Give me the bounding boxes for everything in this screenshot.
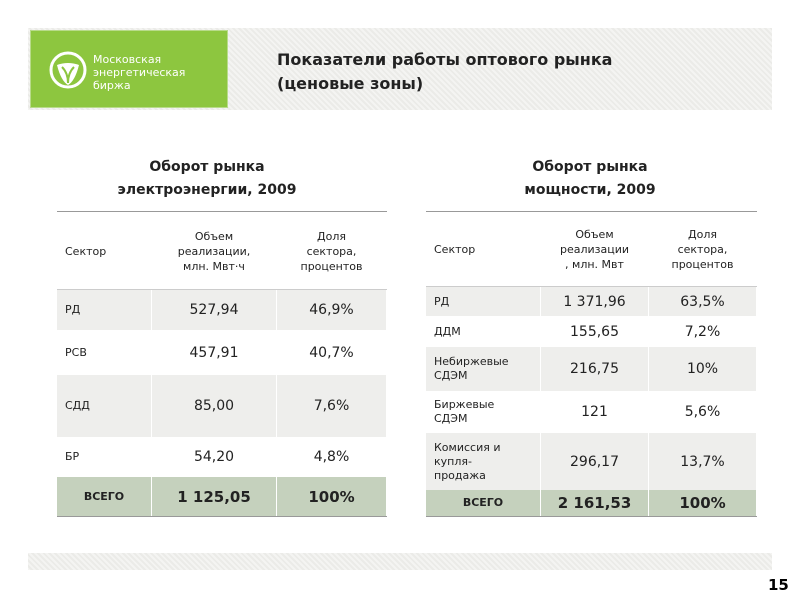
table-cell: Комиссия и купля- продажа <box>426 433 541 490</box>
table-cell: 7,2% <box>649 316 757 347</box>
table-total-cell: 100% <box>649 490 757 516</box>
table-border <box>426 211 757 212</box>
table-cell: 7,6% <box>277 375 387 437</box>
table-cell: БР <box>57 437 152 477</box>
table-title: Оборот рынка электроэнергии, 2009 <box>117 159 297 198</box>
table-header-cell: Сектор <box>426 212 541 287</box>
table-cell: 4,8% <box>277 437 387 477</box>
table-cell: 296,17 <box>541 433 649 490</box>
table-title: Оборот рынка мощности, 2009 <box>524 159 656 198</box>
table-bottom <box>57 516 387 517</box>
table-cell: РД <box>426 287 541 316</box>
table-header-cell: Сектор <box>57 212 152 290</box>
table-bottom <box>426 516 757 517</box>
table-total-cell: ВСЕГО <box>57 477 152 516</box>
page-number: 15 <box>768 576 789 594</box>
table-cell: 85,00 <box>152 375 277 437</box>
footer-band <box>28 553 772 570</box>
logo-icon <box>49 51 87 89</box>
table-cell: 5,6% <box>649 391 757 433</box>
logo-text: Московская энергетическая биржа <box>93 53 186 92</box>
table-cell: 10% <box>649 347 757 391</box>
table-cell: 121 <box>541 391 649 433</box>
table-header-cell: Объем реализации , млн. Мвт <box>541 212 649 287</box>
table-cell: 457,91 <box>152 330 277 375</box>
table-header-cell: Доля сектора, процентов <box>277 212 387 290</box>
table-cell: 13,7% <box>649 433 757 490</box>
table-cell: РСВ <box>57 330 152 375</box>
table-total-cell: 2 161,53 <box>541 490 649 516</box>
table-total-cell: ВСЕГО <box>426 490 541 516</box>
table-cell: 527,94 <box>152 290 277 330</box>
table-cell: 216,75 <box>541 347 649 391</box>
logo-box: Московская энергетическая биржа <box>30 30 228 108</box>
table-header-cell: Доля сектора, процентов <box>649 212 757 287</box>
table-cell: 1 371,96 <box>541 287 649 316</box>
table-total-cell: 100% <box>277 477 387 516</box>
table-cell: 63,5% <box>649 287 757 316</box>
table-cell: ДДМ <box>426 316 541 347</box>
table-cell: 54,20 <box>152 437 277 477</box>
table-cell: СДД <box>57 375 152 437</box>
table-border <box>57 211 387 212</box>
table-cell: Небиржевые СДЭМ <box>426 347 541 391</box>
header-rule <box>57 289 387 290</box>
table-header-cell: Объем реализации, млн. Мвт·ч <box>152 212 277 290</box>
table-cell: 155,65 <box>541 316 649 347</box>
table-cell: 46,9% <box>277 290 387 330</box>
table-cell: РД <box>57 290 152 330</box>
table-cell: 40,7% <box>277 330 387 375</box>
header-rule <box>426 286 757 287</box>
table-total-cell: 1 125,05 <box>152 477 277 516</box>
slide-title: Показатели работы оптового рынка (ценовы… <box>277 50 613 93</box>
table-cell: Биржевые СДЭМ <box>426 391 541 433</box>
